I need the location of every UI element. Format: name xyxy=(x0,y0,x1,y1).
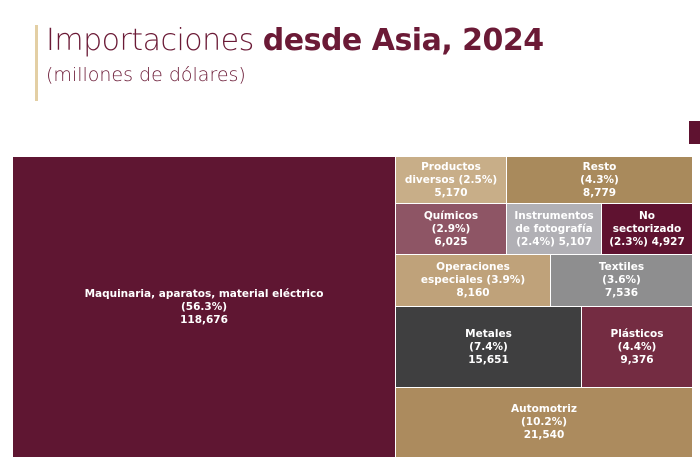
tile-label: Textiles xyxy=(598,261,645,273)
tile-value: 8,160 xyxy=(456,287,490,299)
tile-productos-diversos[interactable]: Productos diversos (2.5%) 5,170 xyxy=(395,156,507,204)
tile-label: Instrumentos xyxy=(514,209,594,222)
tile-quimicos[interactable]: Químicos (2.9%) 6,025 xyxy=(395,203,507,255)
corner-tab-decoration xyxy=(689,121,700,144)
tile-percent: (7.4%) xyxy=(469,340,508,353)
tile-label: Metales xyxy=(465,327,512,340)
tile-textiles[interactable]: Textiles (3.6%) 7,536 xyxy=(550,254,693,307)
tile-label: Resto xyxy=(582,160,617,173)
tile-no-sectorizado[interactable]: No sectorizado (2.3%) 4,927 xyxy=(601,203,693,255)
page-title: Importaciones desde Asia, 2024 xyxy=(46,22,544,60)
tile-label: Químicos xyxy=(423,209,479,222)
tile-label: Plásticos xyxy=(610,327,664,340)
tile-value: 8,779 xyxy=(582,186,617,199)
tile-percent: sectorizado xyxy=(612,222,682,235)
tile-label: Maquinaria, aparatos, material eléctrico xyxy=(84,287,324,300)
page-subtitle: (millones de dólares) xyxy=(46,64,246,86)
tile-operaciones-especiales[interactable]: Operaciones especiales (3.9%) 8,160 xyxy=(395,254,551,307)
tile-value: (2.4%) 5,107 xyxy=(516,235,592,248)
tile-percent: (10.2%) xyxy=(520,416,568,428)
tile-metales[interactable]: Metales (7.4%) 15,651 xyxy=(395,306,582,388)
tile-value: 7,536 xyxy=(604,287,639,299)
tile-percent: de fotografía xyxy=(515,222,593,235)
tile-value: 118,676 xyxy=(180,313,228,326)
tile-value: 15,651 xyxy=(468,353,509,366)
tile-percent: (4.3%) xyxy=(580,173,619,186)
tile-label: Operaciones xyxy=(436,261,510,273)
tile-percent: especiales (3.9%) xyxy=(420,274,526,286)
tile-percent: diversos (2.5%) xyxy=(404,173,498,186)
tile-resto[interactable]: Resto (4.3%) 8,779 xyxy=(506,156,693,204)
tile-value: (2.3%) 4,927 xyxy=(609,235,685,248)
tile-value: 5,170 xyxy=(434,186,468,199)
tile-label: Automotriz xyxy=(511,403,577,415)
tile-percent: (4.4%) xyxy=(617,340,657,353)
title-light: Importaciones xyxy=(46,23,263,58)
title-bold: desde Asia, 2024 xyxy=(262,23,544,58)
tile-percent: (2.9%) xyxy=(431,222,471,235)
tile-instrumentos[interactable]: Instrumentos de fotografía (2.4%) 5,107 xyxy=(506,203,602,255)
title-accent-bar xyxy=(35,25,38,101)
tile-value: 21,540 xyxy=(523,429,565,441)
tile-percent: (3.6%) xyxy=(602,274,641,286)
tile-automotriz[interactable]: Automotriz (10.2%) 21,540 xyxy=(395,387,693,458)
tile-plasticos[interactable]: Plásticos (4.4%) 9,376 xyxy=(581,306,693,388)
tile-label: Productos xyxy=(421,160,481,173)
tile-maquinaria[interactable]: Maquinaria, aparatos, material eléctrico… xyxy=(12,156,396,458)
tile-value: 6,025 xyxy=(434,235,468,248)
tile-value: 9,376 xyxy=(620,353,654,366)
tile-percent: (56.3%) xyxy=(180,300,228,313)
tile-label: No xyxy=(638,209,655,222)
